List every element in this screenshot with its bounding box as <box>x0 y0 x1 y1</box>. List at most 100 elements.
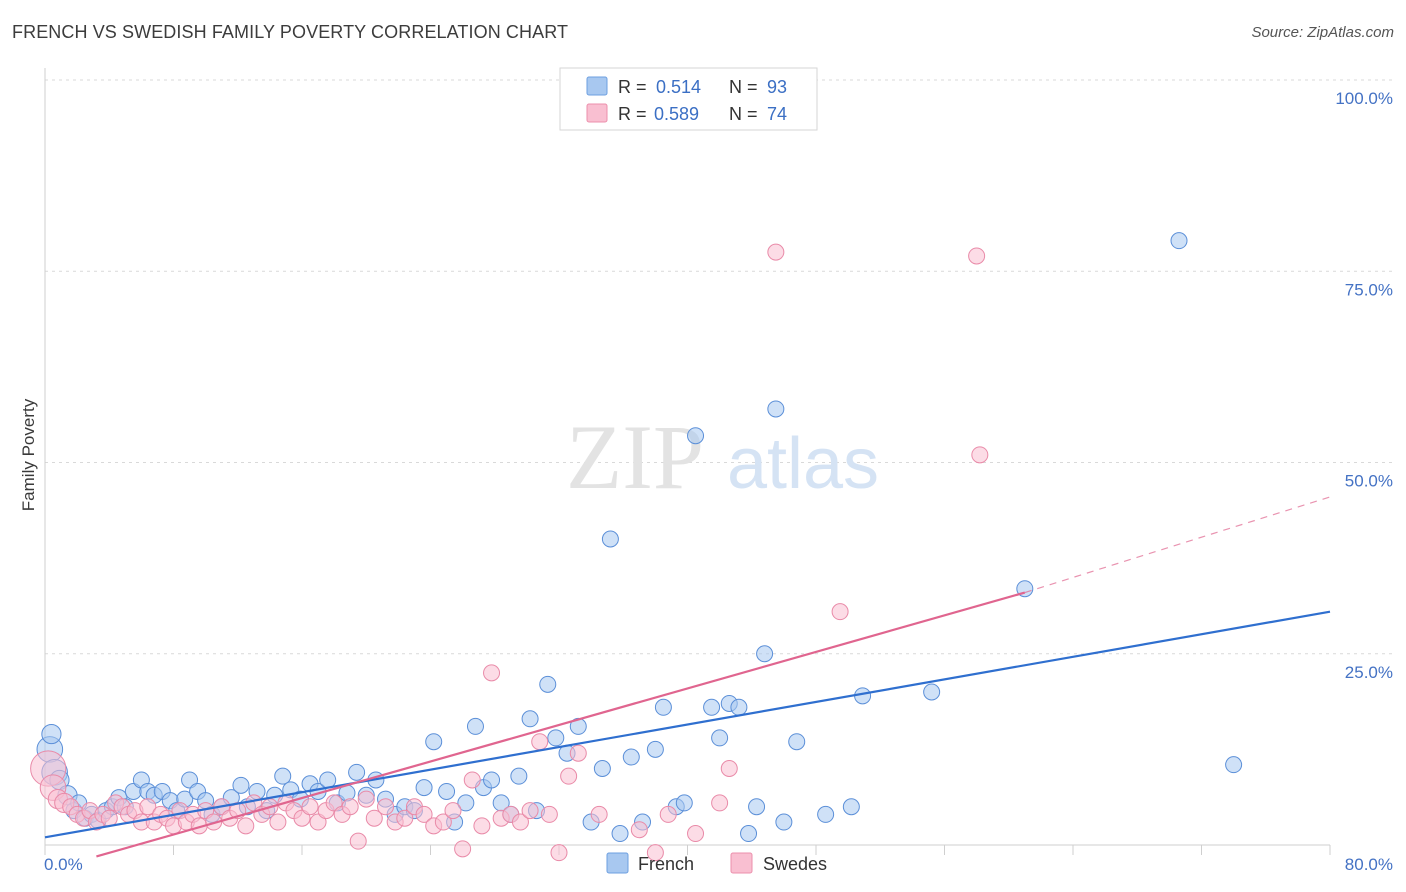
french-point-61 <box>539 675 557 693</box>
french-point-67 <box>601 530 619 548</box>
legend-swatch-swedes <box>586 103 608 123</box>
swedes-point-38 <box>301 798 319 816</box>
french-point-62 <box>547 729 565 747</box>
french-point-84 <box>775 813 793 831</box>
swedes-points <box>30 243 989 862</box>
french-point-52 <box>457 794 475 812</box>
french-point-53 <box>466 717 484 735</box>
legend-r-value-swedes: 0.589 <box>654 104 699 124</box>
legend-r-label-swedes: R = <box>618 104 647 124</box>
watermark-zip: ZIP <box>566 406 704 508</box>
french-point-47 <box>415 779 433 797</box>
y-tick-label-0: 25.0% <box>1345 663 1393 682</box>
y-tick-label-3: 100.0% <box>1335 89 1393 108</box>
bottom-legend-swatch-swedes <box>730 852 753 874</box>
french-point-76 <box>703 698 721 716</box>
french-point-55 <box>483 771 501 789</box>
swedes-point-68 <box>590 805 608 823</box>
grid <box>45 79 1392 655</box>
french-point-49 <box>425 733 443 751</box>
y-tick-label-2: 75.0% <box>1345 280 1393 299</box>
french-point-87 <box>842 798 860 816</box>
legend-n-value-swedes: 74 <box>767 104 787 124</box>
legend-n-value-french: 93 <box>767 77 787 97</box>
swedes-point-56 <box>463 771 481 789</box>
french-trend-line <box>44 610 1331 839</box>
french-point-32 <box>274 767 292 785</box>
swedes-point-10 <box>100 809 118 827</box>
swedes-point-78 <box>971 446 989 464</box>
bottom-legend-label-swedes: Swedes <box>763 854 827 874</box>
swedes-point-43 <box>341 798 359 816</box>
swedes-point-45 <box>357 790 375 808</box>
trend-lines <box>44 496 1331 858</box>
swedes-point-64 <box>540 805 558 823</box>
french-point-72 <box>654 698 672 716</box>
bottom-legend-label-french: French <box>638 854 694 874</box>
french-point-27 <box>232 776 250 794</box>
french-points <box>36 232 1243 843</box>
swedes-point-67 <box>569 744 587 762</box>
swedes-point-54 <box>444 802 462 820</box>
french-point-59 <box>521 710 539 728</box>
swedes-point-77 <box>968 247 986 265</box>
swedes-point-44 <box>349 832 367 850</box>
swedes-point-49 <box>396 809 414 827</box>
y-tick-labels: 25.0% 50.0% 75.0% 100.0% <box>1335 89 1393 682</box>
swedes-point-58 <box>483 664 501 682</box>
swedes-point-66 <box>560 767 578 785</box>
legend-r-label-french: R = <box>618 77 647 97</box>
french-point-69 <box>622 748 640 766</box>
bottom-legend: French Swedes <box>606 852 827 874</box>
swedes-point-69 <box>630 821 648 839</box>
legend-swatch-french <box>586 76 608 96</box>
french-point-81 <box>748 798 766 816</box>
swedes-point-34 <box>269 813 287 831</box>
legend-n-label-swedes: N = <box>729 104 758 124</box>
swedes-point-70 <box>646 844 664 862</box>
french-point-40 <box>348 763 366 781</box>
french-point-74 <box>675 794 693 812</box>
swedes-point-73 <box>711 794 729 812</box>
swedes-trend-extension <box>1024 496 1331 594</box>
watermark: ZIP atlas <box>566 406 879 508</box>
swedes-point-55 <box>454 840 472 858</box>
x-tick-label-1: 80.0% <box>1345 855 1393 874</box>
french-point-75 <box>687 427 705 445</box>
french-point-85 <box>788 733 806 751</box>
source-credit: Source: ZipAtlas.com <box>1251 24 1394 41</box>
swedes-point-46 <box>365 809 383 827</box>
swedes-point-53 <box>434 813 452 831</box>
legend-n-label-french: N = <box>729 77 758 97</box>
top-legend: R = 0.514 N = 93 R = 0.589 N = 74 <box>559 67 818 131</box>
french-point-48 <box>41 723 62 745</box>
swedes-point-47 <box>377 798 395 816</box>
swedes-trend-line <box>96 591 1026 858</box>
french-point-71 <box>646 740 664 758</box>
swedes-point-74 <box>720 760 738 777</box>
legend-r-value-french: 0.514 <box>656 77 701 97</box>
swedes-point-63 <box>531 733 549 751</box>
swedes-point-71 <box>659 805 677 823</box>
french-point-82 <box>756 645 774 663</box>
french-point-92 <box>1225 756 1243 774</box>
swedes-point-65 <box>550 844 568 862</box>
x-tick-label-0: 0.0% <box>44 855 83 874</box>
swedes-point-16 <box>139 798 157 816</box>
french-point-58 <box>510 767 528 785</box>
swedes-point-72 <box>687 825 705 843</box>
french-point-91 <box>1170 232 1188 250</box>
swedes-point-61 <box>511 813 529 831</box>
swedes-point-30 <box>237 817 255 835</box>
swedes-point-51 <box>415 805 433 823</box>
y-axis-label: Family Poverty <box>19 398 38 511</box>
french-point-50 <box>438 782 456 800</box>
swedes-point-76 <box>831 603 849 621</box>
french-point-89 <box>923 683 941 701</box>
french-point-79 <box>730 698 748 716</box>
swedes-point-57 <box>473 817 491 835</box>
bottom-legend-swatch-french <box>606 852 629 874</box>
french-point-86 <box>817 805 835 823</box>
french-point-66 <box>593 760 611 777</box>
x-tick-labels: 0.0% 80.0% <box>44 855 1393 874</box>
